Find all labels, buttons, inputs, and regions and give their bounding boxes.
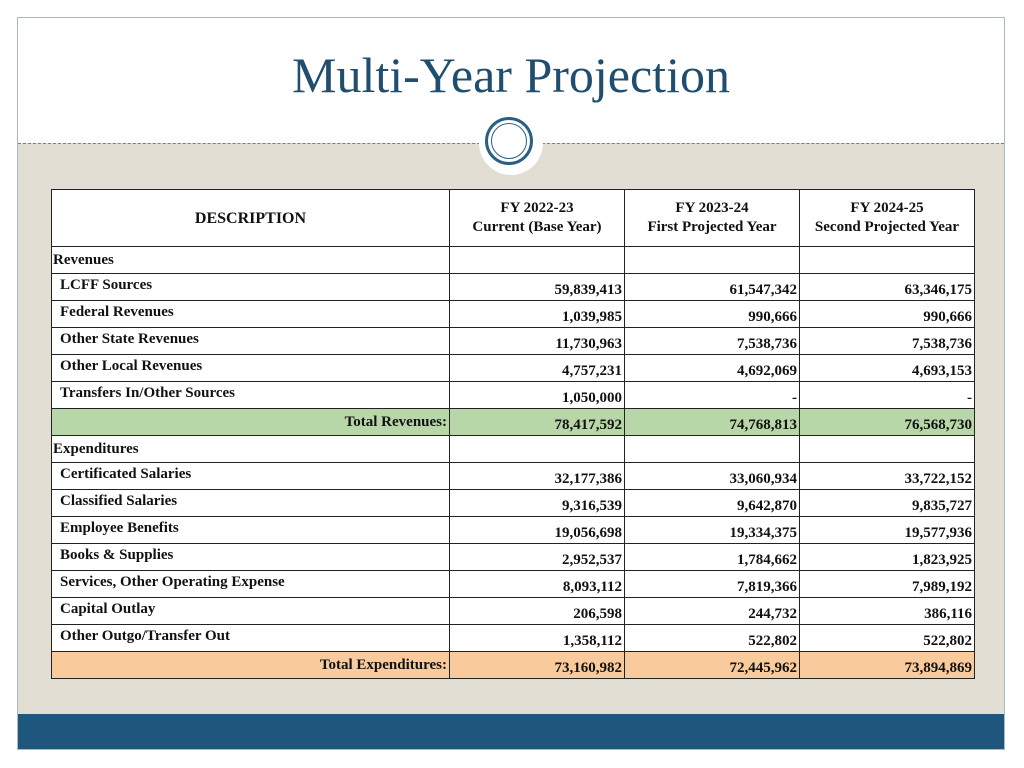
total-expenditures-fy2024: 73,894,869 <box>799 651 975 679</box>
row-value-fy2022: 11,730,963 <box>449 327 625 355</box>
row-label: Classified Salaries <box>51 489 450 517</box>
row-value-fy2023: 7,538,736 <box>624 327 800 355</box>
total-revenues-fy2022: 78,417,592 <box>449 408 625 436</box>
row-value-fy2023: 33,060,934 <box>624 462 800 490</box>
row-value-fy2024: 63,346,175 <box>799 273 975 301</box>
row-value-fy2023: 990,666 <box>624 300 800 328</box>
row-value-fy2023: 61,547,342 <box>624 273 800 301</box>
empty-cell <box>624 435 800 463</box>
header-fy2022-desc: Current (Base Year) <box>472 219 602 235</box>
row-value-fy2023: 522,802 <box>624 624 800 652</box>
row-value-fy2024: 33,722,152 <box>799 462 975 490</box>
row-value-fy2022: 1,039,985 <box>449 300 625 328</box>
empty-cell <box>449 246 625 274</box>
row-value-fy2022: 4,757,231 <box>449 354 625 382</box>
row-label: Other Local Revenues <box>51 354 450 382</box>
row-value-fy2023: - <box>624 381 800 409</box>
table-row: Classified Salaries 9,316,539 9,642,870 … <box>51 489 975 517</box>
row-value-fy2024: 9,835,727 <box>799 489 975 517</box>
row-value-fy2024: - <box>799 381 975 409</box>
header-fy2023: FY 2023-24 First Projected Year <box>624 189 800 247</box>
row-value-fy2022: 2,952,537 <box>449 543 625 571</box>
table-row: Capital Outlay 206,598 244,732 386,116 <box>51 597 975 625</box>
footer-bar <box>18 714 1004 749</box>
total-expenditures-fy2023: 72,445,962 <box>624 651 800 679</box>
row-label: LCFF Sources <box>51 273 450 301</box>
section-label: Expenditures <box>51 435 450 463</box>
total-expenditures-fy2022: 73,160,982 <box>449 651 625 679</box>
header-fy2024-desc: Second Projected Year <box>814 219 960 235</box>
row-value-fy2022: 59,839,413 <box>449 273 625 301</box>
table-row: Other State Revenues 11,730,963 7,538,73… <box>51 327 975 355</box>
row-value-fy2022: 19,056,698 <box>449 516 625 544</box>
row-label: Services, Other Operating Expense <box>51 570 450 598</box>
table-row: LCFF Sources 59,839,413 61,547,342 63,34… <box>51 273 975 301</box>
row-label: Other State Revenues <box>51 327 450 355</box>
header-description: DESCRIPTION <box>51 189 450 247</box>
row-value-fy2024: 990,666 <box>799 300 975 328</box>
ornament-inner-ring <box>491 123 527 159</box>
row-value-fy2022: 32,177,386 <box>449 462 625 490</box>
total-revenues-row: Total Revenues: 78,417,592 74,768,813 76… <box>51 408 975 436</box>
section-row-revenues: Revenues <box>51 246 975 274</box>
header-fy2022: FY 2022-23 Current (Base Year) <box>449 189 625 247</box>
row-value-fy2022: 9,316,539 <box>449 489 625 517</box>
header-fy2023-year: FY 2023-24 <box>675 200 749 216</box>
table-row: Certificated Salaries 32,177,386 33,060,… <box>51 462 975 490</box>
empty-cell <box>799 246 975 274</box>
row-value-fy2024: 1,823,925 <box>799 543 975 571</box>
row-value-fy2024: 386,116 <box>799 597 975 625</box>
table-row: Services, Other Operating Expense 8,093,… <box>51 570 975 598</box>
total-revenues-fy2023: 74,768,813 <box>624 408 800 436</box>
row-value-fy2024: 7,538,736 <box>799 327 975 355</box>
row-value-fy2023: 244,732 <box>624 597 800 625</box>
row-label: Other Outgo/Transfer Out <box>51 624 450 652</box>
table-row: Federal Revenues 1,039,985 990,666 990,6… <box>51 300 975 328</box>
row-value-fy2023: 1,784,662 <box>624 543 800 571</box>
empty-cell <box>624 246 800 274</box>
row-label: Books & Supplies <box>51 543 450 571</box>
table-row: Other Outgo/Transfer Out 1,358,112 522,8… <box>51 624 975 652</box>
header-fy2024-year: FY 2024-25 <box>850 200 924 216</box>
row-label: Transfers In/Other Sources <box>51 381 450 409</box>
table-header-row: DESCRIPTION FY 2022-23 Current (Base Yea… <box>51 189 975 247</box>
table-row: Other Local Revenues 4,757,231 4,692,069… <box>51 354 975 382</box>
total-revenues-fy2024: 76,568,730 <box>799 408 975 436</box>
empty-cell <box>799 435 975 463</box>
total-expenditures-row: Total Expenditures: 73,160,982 72,445,96… <box>51 651 975 679</box>
section-row-expenditures: Expenditures <box>51 435 975 463</box>
section-label: Revenues <box>51 246 450 274</box>
row-value-fy2024: 19,577,936 <box>799 516 975 544</box>
row-label: Capital Outlay <box>51 597 450 625</box>
slide: Multi-Year Projection DESCRIPTION FY 202… <box>17 17 1005 750</box>
row-value-fy2024: 4,693,153 <box>799 354 975 382</box>
total-revenues-label: Total Revenues: <box>51 408 450 436</box>
header-fy2024: FY 2024-25 Second Projected Year <box>799 189 975 247</box>
table-row: Transfers In/Other Sources 1,050,000 - - <box>51 381 975 409</box>
slide-title: Multi-Year Projection <box>292 47 730 103</box>
empty-cell <box>449 435 625 463</box>
row-value-fy2023: 9,642,870 <box>624 489 800 517</box>
row-value-fy2024: 7,989,192 <box>799 570 975 598</box>
row-label: Federal Revenues <box>51 300 450 328</box>
row-value-fy2023: 19,334,375 <box>624 516 800 544</box>
table-row: Employee Benefits 19,056,698 19,334,375 … <box>51 516 975 544</box>
header-fy2022-year: FY 2022-23 <box>500 200 574 216</box>
row-value-fy2023: 4,692,069 <box>624 354 800 382</box>
row-value-fy2023: 7,819,366 <box>624 570 800 598</box>
row-value-fy2024: 522,802 <box>799 624 975 652</box>
row-value-fy2022: 1,358,112 <box>449 624 625 652</box>
row-label: Employee Benefits <box>51 516 450 544</box>
header-fy2023-desc: First Projected Year <box>647 219 777 235</box>
total-expenditures-label: Total Expenditures: <box>51 651 450 679</box>
table-row: Books & Supplies 2,952,537 1,784,662 1,8… <box>51 543 975 571</box>
row-value-fy2022: 8,093,112 <box>449 570 625 598</box>
row-label: Certificated Salaries <box>51 462 450 490</box>
projection-table: DESCRIPTION FY 2022-23 Current (Base Yea… <box>51 189 975 679</box>
row-value-fy2022: 206,598 <box>449 597 625 625</box>
row-value-fy2022: 1,050,000 <box>449 381 625 409</box>
